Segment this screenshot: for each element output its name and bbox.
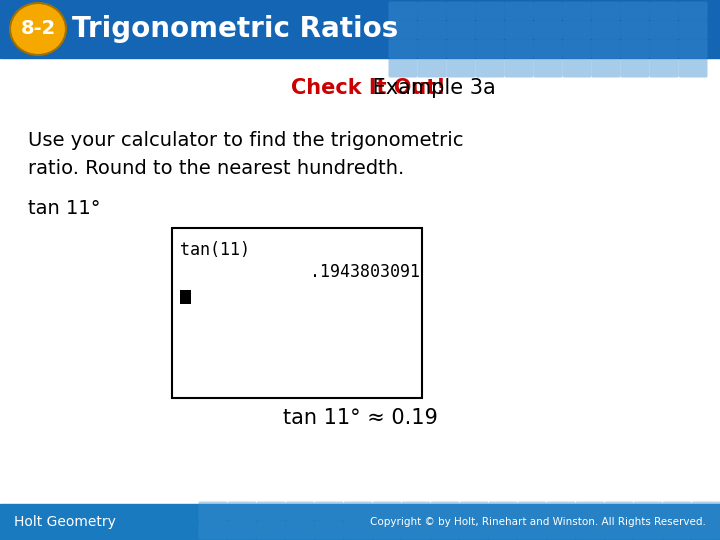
FancyBboxPatch shape	[649, 58, 678, 78]
FancyBboxPatch shape	[605, 502, 634, 521]
FancyBboxPatch shape	[649, 2, 678, 21]
FancyBboxPatch shape	[678, 21, 708, 39]
FancyBboxPatch shape	[343, 502, 372, 521]
FancyBboxPatch shape	[286, 521, 315, 539]
FancyBboxPatch shape	[518, 521, 546, 539]
Text: Trigonometric Ratios: Trigonometric Ratios	[72, 15, 398, 43]
Text: Holt Geometry: Holt Geometry	[14, 515, 116, 529]
FancyBboxPatch shape	[475, 39, 505, 58]
FancyBboxPatch shape	[372, 521, 402, 539]
FancyBboxPatch shape	[691, 521, 720, 539]
FancyBboxPatch shape	[459, 502, 488, 521]
FancyBboxPatch shape	[343, 521, 372, 539]
FancyBboxPatch shape	[505, 21, 534, 39]
Text: Check It Out!: Check It Out!	[291, 78, 446, 98]
FancyBboxPatch shape	[389, 21, 418, 39]
FancyBboxPatch shape	[446, 21, 475, 39]
FancyBboxPatch shape	[562, 39, 592, 58]
FancyBboxPatch shape	[199, 521, 228, 539]
FancyBboxPatch shape	[505, 2, 534, 21]
FancyBboxPatch shape	[621, 2, 649, 21]
FancyBboxPatch shape	[592, 58, 621, 78]
FancyBboxPatch shape	[475, 21, 505, 39]
FancyBboxPatch shape	[562, 21, 592, 39]
FancyBboxPatch shape	[431, 521, 459, 539]
FancyBboxPatch shape	[534, 58, 562, 78]
Text: tan(11): tan(11)	[180, 241, 250, 259]
FancyBboxPatch shape	[199, 502, 228, 521]
FancyBboxPatch shape	[256, 502, 286, 521]
FancyBboxPatch shape	[575, 502, 605, 521]
FancyBboxPatch shape	[475, 58, 505, 78]
FancyBboxPatch shape	[389, 2, 418, 21]
FancyBboxPatch shape	[505, 58, 534, 78]
Bar	[172, 228, 422, 398]
FancyBboxPatch shape	[418, 21, 446, 39]
FancyBboxPatch shape	[534, 2, 562, 21]
FancyBboxPatch shape	[431, 502, 459, 521]
FancyBboxPatch shape	[575, 521, 605, 539]
FancyBboxPatch shape	[678, 39, 708, 58]
FancyBboxPatch shape	[562, 2, 592, 21]
Bar	[0, 504, 720, 540]
FancyBboxPatch shape	[389, 58, 418, 78]
FancyBboxPatch shape	[402, 502, 431, 521]
FancyBboxPatch shape	[534, 39, 562, 58]
FancyBboxPatch shape	[418, 2, 446, 21]
FancyBboxPatch shape	[546, 502, 575, 521]
FancyBboxPatch shape	[418, 58, 446, 78]
FancyBboxPatch shape	[678, 2, 708, 21]
FancyBboxPatch shape	[389, 39, 418, 58]
FancyBboxPatch shape	[562, 58, 592, 78]
FancyBboxPatch shape	[662, 502, 691, 521]
FancyBboxPatch shape	[649, 39, 678, 58]
FancyBboxPatch shape	[402, 521, 431, 539]
FancyBboxPatch shape	[621, 39, 649, 58]
Ellipse shape	[10, 3, 66, 55]
FancyBboxPatch shape	[418, 39, 446, 58]
FancyBboxPatch shape	[621, 58, 649, 78]
FancyBboxPatch shape	[446, 2, 475, 21]
FancyBboxPatch shape	[315, 502, 343, 521]
FancyBboxPatch shape	[634, 502, 662, 521]
FancyBboxPatch shape	[546, 521, 575, 539]
FancyBboxPatch shape	[518, 502, 546, 521]
Text: Use your calculator to find the trigonometric: Use your calculator to find the trigonom…	[28, 131, 464, 150]
Text: tan 11° ≈ 0.19: tan 11° ≈ 0.19	[282, 408, 438, 428]
FancyBboxPatch shape	[488, 521, 518, 539]
FancyBboxPatch shape	[315, 521, 343, 539]
FancyBboxPatch shape	[446, 58, 475, 78]
FancyBboxPatch shape	[634, 521, 662, 539]
Bar	[0, 0, 720, 58]
FancyBboxPatch shape	[678, 58, 708, 78]
Text: tan 11°: tan 11°	[28, 199, 101, 218]
FancyBboxPatch shape	[505, 39, 534, 58]
Text: .1943803091: .1943803091	[180, 263, 420, 281]
FancyBboxPatch shape	[372, 502, 402, 521]
FancyBboxPatch shape	[256, 521, 286, 539]
FancyBboxPatch shape	[228, 521, 256, 539]
FancyBboxPatch shape	[621, 21, 649, 39]
FancyBboxPatch shape	[459, 521, 488, 539]
Text: ratio. Round to the nearest hundredth.: ratio. Round to the nearest hundredth.	[28, 159, 404, 178]
FancyBboxPatch shape	[228, 502, 256, 521]
Bar	[180, 290, 191, 304]
Text: Example 3a: Example 3a	[366, 78, 495, 98]
Text: Copyright © by Holt, Rinehart and Winston. All Rights Reserved.: Copyright © by Holt, Rinehart and Winsto…	[370, 517, 706, 527]
FancyBboxPatch shape	[475, 2, 505, 21]
Text: 8-2: 8-2	[20, 19, 55, 38]
FancyBboxPatch shape	[649, 21, 678, 39]
FancyBboxPatch shape	[488, 502, 518, 521]
FancyBboxPatch shape	[446, 39, 475, 58]
FancyBboxPatch shape	[592, 21, 621, 39]
FancyBboxPatch shape	[605, 521, 634, 539]
FancyBboxPatch shape	[592, 2, 621, 21]
FancyBboxPatch shape	[286, 502, 315, 521]
FancyBboxPatch shape	[691, 502, 720, 521]
FancyBboxPatch shape	[592, 39, 621, 58]
FancyBboxPatch shape	[534, 21, 562, 39]
FancyBboxPatch shape	[662, 521, 691, 539]
